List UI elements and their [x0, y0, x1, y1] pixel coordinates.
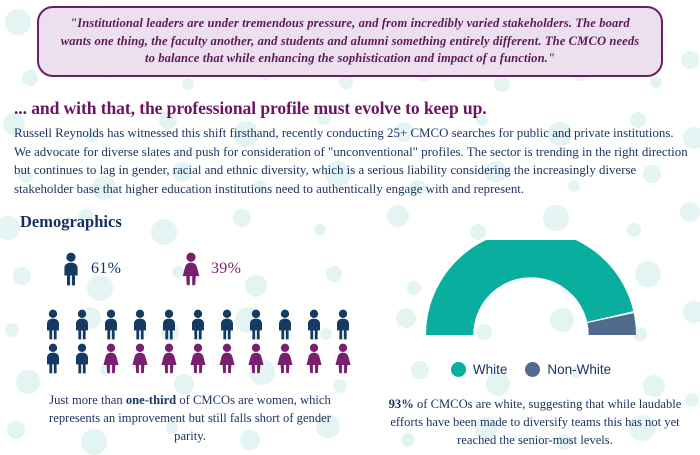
male-figure-icon: [308, 309, 321, 340]
pull-quote-text: "Institutional leaders are under tremend…: [60, 16, 640, 66]
pictogram-row-2: [38, 340, 358, 374]
female-figure-icon: [182, 252, 200, 286]
pictogram-cell-male: [329, 309, 358, 340]
race-gauge-svg: [426, 229, 636, 335]
legend-label-non-white: Non-White: [547, 362, 612, 377]
pictogram-cell-female: [125, 343, 154, 374]
body-paragraph: Russell Reynolds has witnessed this shif…: [14, 126, 688, 196]
pictogram-cell-male: [38, 343, 67, 374]
female-figure-icon: [248, 343, 264, 374]
male-percent-label: 61%: [91, 260, 122, 277]
male-figure-icon: [279, 309, 292, 340]
pictogram-cell-female: [213, 343, 242, 374]
race-gauge-chart: [415, 229, 647, 342]
pictogram-cell-male: [271, 309, 300, 340]
pictogram-cell-male: [38, 309, 67, 340]
female-figure-icon: [306, 343, 322, 374]
section-title-demographics: Demographics: [20, 212, 122, 231]
legend-swatch-white-icon: [450, 362, 466, 377]
male-figure-icon: [75, 343, 88, 374]
male-figure-icon: [46, 309, 59, 340]
female-figure-icon: [103, 343, 119, 374]
female-figure-icon: [190, 343, 206, 374]
gender-stat-female: 39%: [180, 252, 241, 286]
pictogram-cell-female: [154, 343, 183, 374]
pictogram-cell-male: [183, 309, 212, 340]
caption-gender-emphasis: one-third: [125, 393, 177, 407]
male-figure-icon: [162, 309, 175, 340]
caption-race-post: of CMCOs are white, suggesting that whil…: [390, 397, 682, 447]
legend-item-non-white[interactable]: Non-White: [525, 362, 611, 377]
pictogram-cell-male: [300, 309, 329, 340]
pictogram-row-1: [38, 306, 358, 340]
pictogram-cell-male: [154, 309, 183, 340]
female-figure-icon: [161, 343, 177, 374]
female-figure-icon: [219, 343, 235, 374]
race-gauge-legend: White Non-White: [415, 362, 647, 377]
pictogram-cell-male: [67, 343, 96, 374]
pull-quote-box: "Institutional leaders are under tremend…: [37, 6, 663, 77]
male-figure-icon: [133, 309, 146, 340]
pictogram-cell-male: [213, 309, 242, 340]
male-figure-icon: [64, 252, 78, 286]
female-figure-icon: [277, 343, 293, 374]
pictogram-cell-male: [125, 309, 154, 340]
legend-swatch-non-white-icon: [525, 362, 541, 377]
pictogram-cell-male: [67, 309, 96, 340]
legend-item-white[interactable]: White: [450, 362, 508, 377]
gender-stat-male: 61%: [60, 252, 121, 286]
pictogram-cell-female: [96, 343, 125, 374]
pictogram-cell-female: [300, 343, 329, 374]
pictogram-cell-female: [242, 343, 271, 374]
male-figure-icon: [192, 309, 205, 340]
male-figure-icon: [337, 309, 350, 340]
pictogram-cell-male: [96, 309, 125, 340]
page-title: ... and with that, the professional prof…: [14, 98, 487, 118]
male-figure-icon: [250, 309, 263, 340]
legend-label-white: White: [472, 362, 508, 377]
caption-race: 93% of CMCOs are white, suggesting that …: [372, 396, 698, 450]
pictogram-cell-female: [271, 343, 300, 374]
caption-race-emphasis: 93%: [388, 397, 414, 411]
gender-summary: 61% 39%: [60, 252, 350, 298]
male-figure-icon: [75, 309, 88, 340]
male-figure-icon: [221, 309, 234, 340]
female-figure-icon: [335, 343, 352, 374]
pictogram-cell-female: [329, 343, 358, 374]
caption-gender-pre: Just more than: [49, 393, 126, 407]
male-figure-icon: [46, 343, 59, 374]
pictogram-cell-male: [242, 309, 271, 340]
male-figure-icon: [104, 309, 117, 340]
female-figure-icon: [132, 343, 148, 374]
gender-pictogram-chart: [38, 306, 358, 376]
pictogram-cell-female: [183, 343, 212, 374]
caption-gender: Just more than one-third of CMCOs are wo…: [40, 392, 340, 446]
female-percent-label: 39%: [211, 260, 242, 277]
